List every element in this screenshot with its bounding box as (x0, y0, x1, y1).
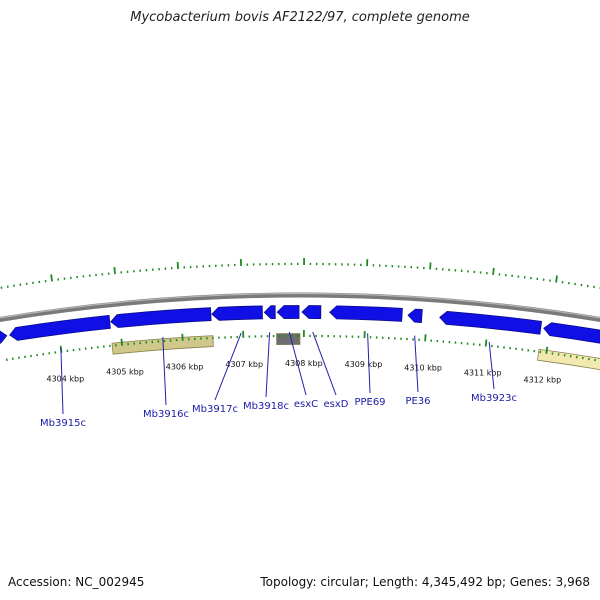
gene-leader-line (214, 332, 242, 401)
scale-labels: 4304 kbp 4305 kbp 4306 kbp 4307 kbp 4308 kbp… (46, 359, 561, 385)
gene-label: esxC (294, 399, 318, 410)
page-title: Mycobacterium bovis AF2122/97, complete … (130, 10, 470, 25)
outer-major-tick (555, 275, 558, 283)
gene-leader-line (162, 337, 167, 406)
gene-labels: Mb3915c Mb3916c Mb3917c Mb3918c esxC esxD PPE6… (40, 331, 517, 429)
cds-arrow (329, 305, 403, 322)
scale-label: 4310 kbp (404, 363, 442, 372)
gene-label: Mb3915c (40, 418, 86, 429)
backbone-highlight (0, 292, 600, 319)
gene-label: Mb3917c (192, 404, 238, 415)
gene-label: Mb3923c (471, 393, 517, 404)
feature-block (276, 333, 301, 346)
scale-label: 4308 kbp (285, 359, 323, 368)
outer-major-tick (492, 267, 495, 276)
cds-feature-track (0, 305, 600, 344)
scale-label: 4309 kbp (345, 360, 383, 369)
cds-arrow (211, 305, 263, 321)
cds-arrow (9, 314, 111, 341)
inner-major-tick (120, 338, 124, 346)
scale-label: 4312 kbp (524, 376, 562, 385)
gene-label: Mb3918c (243, 401, 289, 412)
scale-label: 4307 kbp (225, 360, 263, 369)
cds-arrow (110, 307, 212, 328)
cds-arrow (543, 322, 600, 344)
scale-label: 4311 kbp (464, 368, 502, 377)
inner-major-tick (545, 346, 549, 354)
gene-leader-line (414, 335, 419, 393)
genome-backbone (0, 292, 600, 323)
cds-arrow (407, 308, 423, 323)
outer-major-tick (113, 267, 116, 275)
cds-arrow (0, 330, 8, 344)
gene-leader-line (367, 333, 371, 394)
inner-major-tick (484, 339, 488, 347)
scale-label: 4305 kbp (106, 368, 144, 377)
gene-label: esxD (324, 399, 349, 410)
accession-text: Accession: NC_002945 (8, 575, 145, 589)
cds-arrow (301, 305, 322, 320)
gene-label: Mb3916c (143, 409, 189, 420)
inner-tick-track (5, 330, 596, 362)
genome-summary-text: Topology: circular; Length: 4,345,492 bp… (260, 575, 590, 589)
gene-leader-line (265, 332, 271, 398)
gene-label: PPE69 (354, 397, 385, 408)
cds-arrow (263, 305, 276, 320)
gene-label: PE36 (405, 396, 430, 407)
outer-tick-track (0, 258, 600, 290)
gene-leader-line (488, 341, 495, 390)
scale-label: 4304 kbp (46, 375, 84, 384)
gene-leader-line (60, 347, 64, 415)
cds-arrow (276, 305, 300, 319)
gene-leader-line (288, 331, 307, 396)
backbone-arc (0, 292, 600, 323)
scale-label: 4306 kbp (166, 363, 204, 372)
outer-major-tick (50, 274, 53, 282)
gene-leader-line (312, 331, 337, 396)
cds-arrow (439, 310, 543, 335)
